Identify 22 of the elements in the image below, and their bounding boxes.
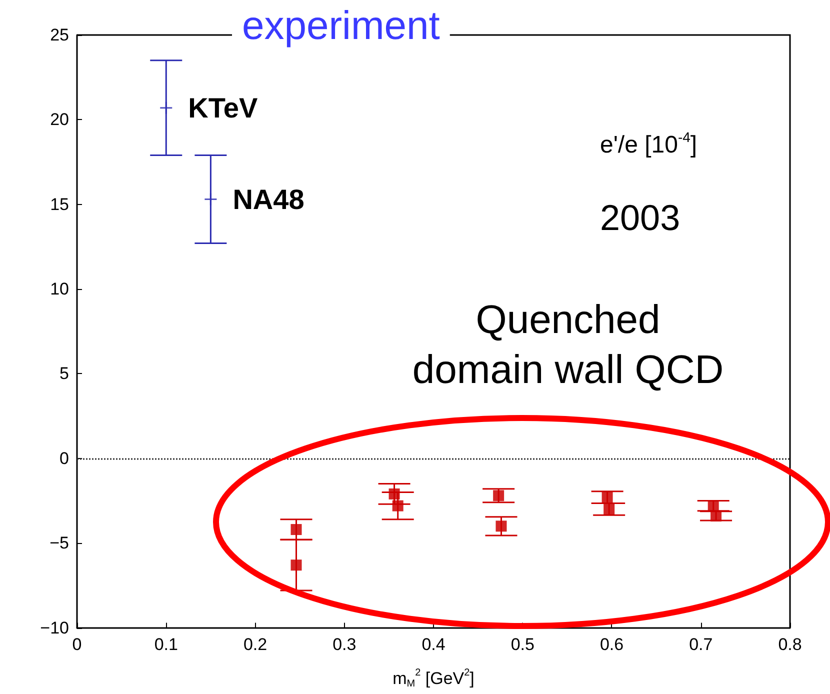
y-tick-label: 5 — [60, 364, 69, 384]
x-tick-label: 0 — [72, 634, 82, 654]
chart-title: experiment — [242, 4, 440, 48]
x-tick-label: 0.8 — [778, 634, 802, 654]
x-tick-label: 0.7 — [689, 634, 713, 654]
annotation: NA48 — [232, 184, 304, 215]
x-tick-label: 0.2 — [243, 634, 268, 654]
annotation: KTeV — [188, 92, 258, 124]
x-tick-label: 0.1 — [154, 634, 178, 654]
y-tick-label: 15 — [50, 194, 69, 214]
x-tick-label: 0.6 — [600, 634, 624, 654]
y-tick-label: −5 — [50, 534, 69, 553]
y-tick-label: 10 — [50, 280, 69, 299]
x-tick-label: 0.5 — [510, 634, 534, 654]
annotation: Quenched domain wall QCD — [412, 298, 724, 392]
y-tick-label: 25 — [50, 26, 69, 44]
x-tick-label: 0.4 — [422, 634, 446, 654]
y-tick-label: −10 — [40, 618, 69, 638]
x-tick-label: 0.3 — [332, 634, 356, 654]
annotation: 2003 — [600, 197, 680, 238]
y-tick-label: 0 — [60, 448, 69, 468]
y-tick-label: 20 — [50, 110, 69, 130]
